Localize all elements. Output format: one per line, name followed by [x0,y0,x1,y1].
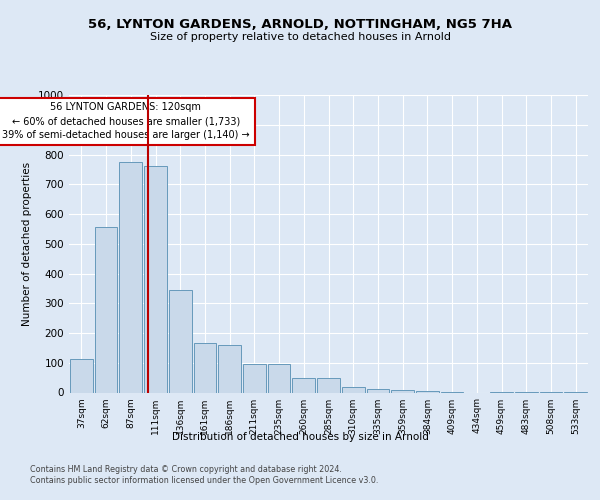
Bar [218,345,241,393]
Text: Distribution of detached houses by size in Arnold: Distribution of detached houses by size … [172,432,428,442]
Text: 56 LYNTON GARDENS: 120sqm
← 60% of detached houses are smaller (1,733)
39% of se: 56 LYNTON GARDENS: 120sqm ← 60% of detac… [2,102,250,141]
Bar [169,290,191,392]
Bar [367,388,389,392]
Bar [342,388,365,392]
Text: Contains public sector information licensed under the Open Government Licence v3: Contains public sector information licen… [30,476,379,485]
Text: Contains HM Land Registry data © Crown copyright and database right 2024.: Contains HM Land Registry data © Crown c… [30,465,342,474]
Text: 56, LYNTON GARDENS, ARNOLD, NOTTINGHAM, NG5 7HA: 56, LYNTON GARDENS, ARNOLD, NOTTINGHAM, … [88,18,512,30]
Bar [95,228,118,392]
Text: Size of property relative to detached houses in Arnold: Size of property relative to detached ho… [149,32,451,42]
Y-axis label: Number of detached properties: Number of detached properties [22,162,32,326]
Bar [317,378,340,392]
Bar [70,359,93,392]
Bar [144,166,167,392]
Bar [119,162,142,392]
Bar [391,390,414,392]
Bar [268,364,290,392]
Bar [243,364,266,392]
Bar [292,378,315,392]
Bar [194,344,216,392]
Bar [416,391,439,392]
